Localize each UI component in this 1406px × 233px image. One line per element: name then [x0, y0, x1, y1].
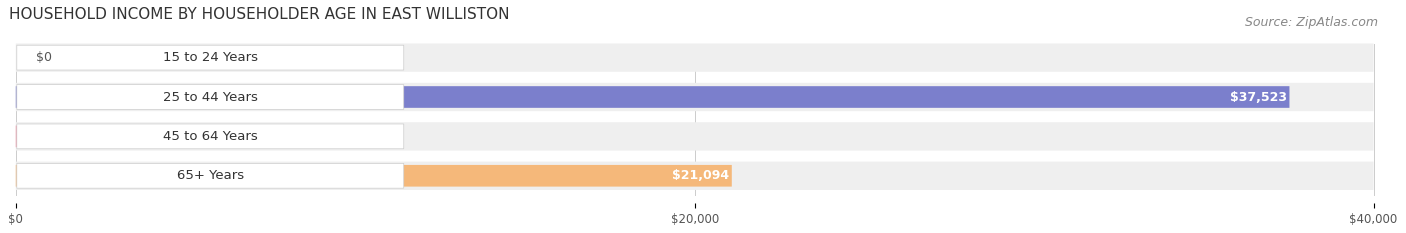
- FancyBboxPatch shape: [15, 122, 1374, 151]
- FancyBboxPatch shape: [15, 165, 731, 187]
- FancyBboxPatch shape: [15, 43, 1374, 72]
- Text: $0: $0: [37, 51, 52, 64]
- Text: Source: ZipAtlas.com: Source: ZipAtlas.com: [1244, 16, 1378, 29]
- Text: $37,523: $37,523: [1230, 90, 1286, 103]
- Text: 15 to 24 Years: 15 to 24 Years: [163, 51, 257, 64]
- FancyBboxPatch shape: [17, 124, 404, 149]
- Text: HOUSEHOLD INCOME BY HOUSEHOLDER AGE IN EAST WILLISTON: HOUSEHOLD INCOME BY HOUSEHOLDER AGE IN E…: [8, 7, 509, 22]
- FancyBboxPatch shape: [17, 45, 404, 70]
- Text: $21,094: $21,094: [672, 169, 730, 182]
- FancyBboxPatch shape: [17, 85, 404, 110]
- FancyBboxPatch shape: [15, 126, 101, 147]
- Text: 45 to 64 Years: 45 to 64 Years: [163, 130, 257, 143]
- FancyBboxPatch shape: [15, 83, 1374, 111]
- Text: 25 to 44 Years: 25 to 44 Years: [163, 90, 257, 103]
- FancyBboxPatch shape: [17, 163, 404, 188]
- Text: 65+ Years: 65+ Years: [177, 169, 243, 182]
- Text: $2,499: $2,499: [49, 130, 98, 143]
- FancyBboxPatch shape: [15, 86, 1289, 108]
- FancyBboxPatch shape: [15, 162, 1374, 190]
